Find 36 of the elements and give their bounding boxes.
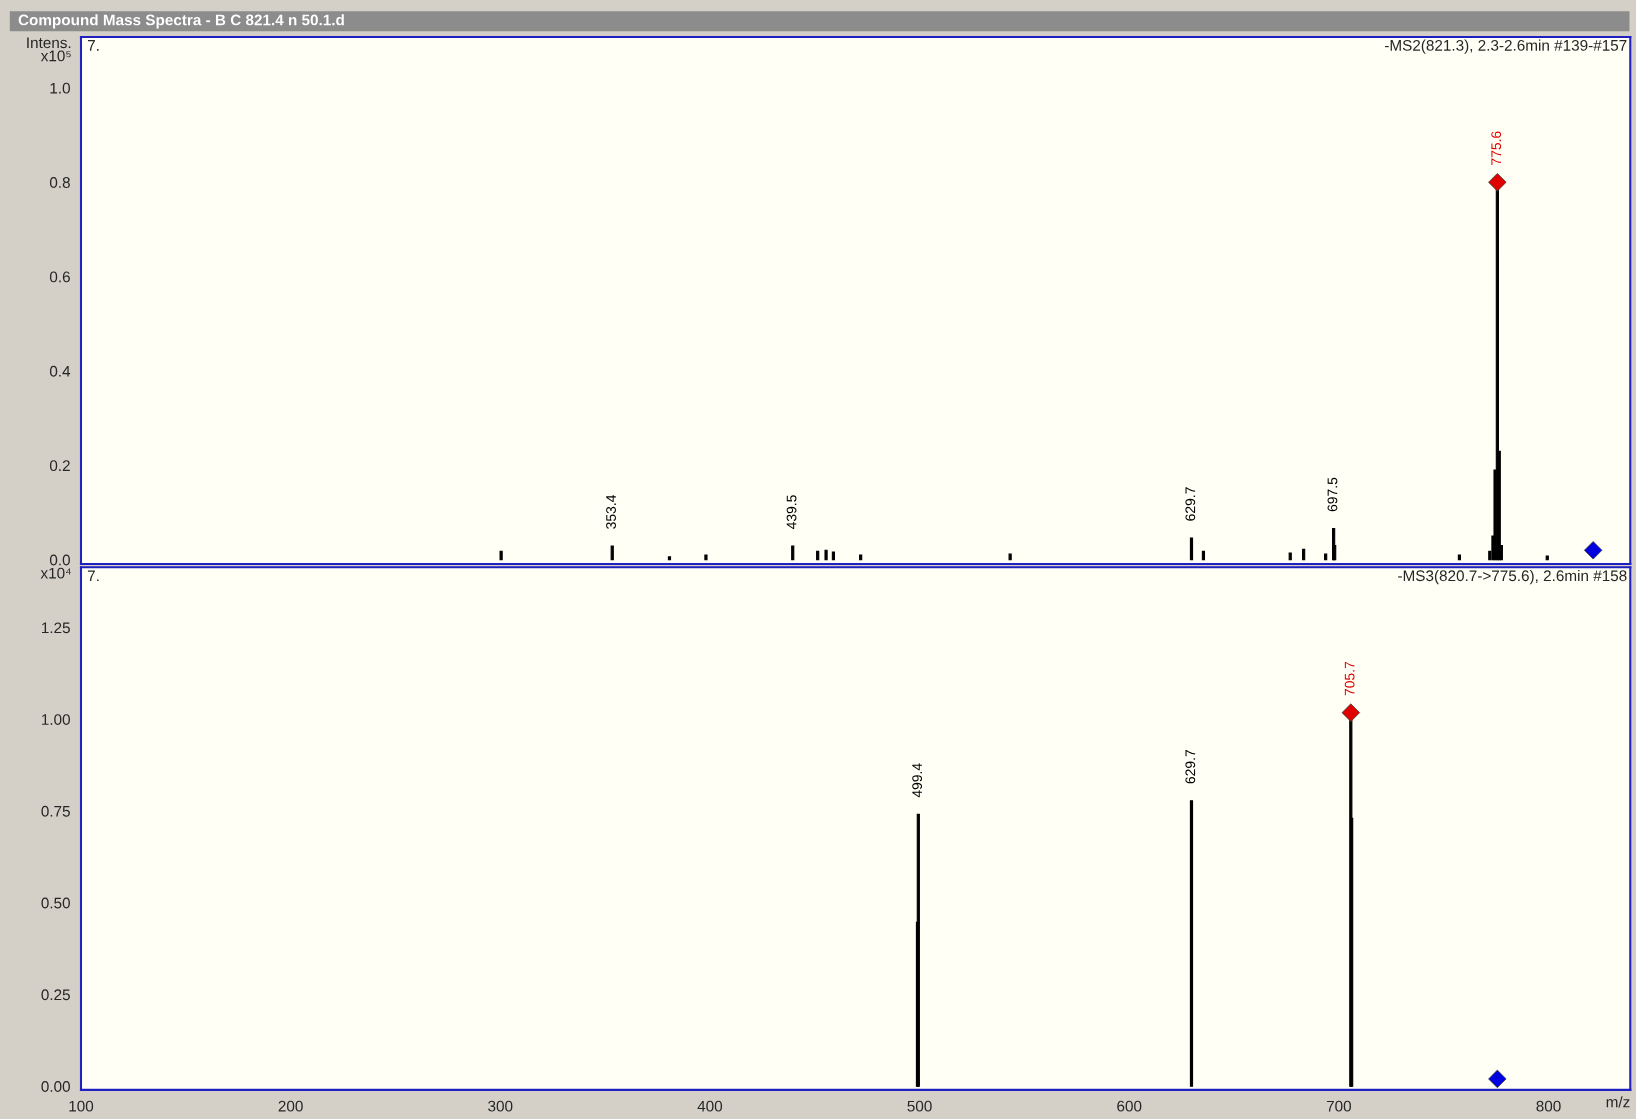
x-tick-label: 700 bbox=[1326, 1100, 1352, 1112]
annotation: 629.7 bbox=[1185, 487, 1196, 521]
x-tick-label: 100 bbox=[69, 1100, 94, 1112]
y-tick-label: 0.2 bbox=[49, 460, 70, 472]
y-tick-label: 1.25 bbox=[42, 622, 70, 634]
annotation: 353.4 bbox=[606, 495, 616, 529]
y-tick-label: 0.0 bbox=[49, 554, 70, 566]
annotation: 499.4 bbox=[912, 763, 923, 798]
y-tick-label: 0.4 bbox=[49, 365, 71, 377]
annotation: -MS2(821.3), 2.3-2.6min #139-#157 bbox=[1384, 39, 1627, 54]
y-tick-label: 0.25 bbox=[41, 989, 70, 1001]
x-tick-label: 200 bbox=[278, 1100, 303, 1112]
y-axis-title: x10⁴ bbox=[40, 567, 71, 579]
annotation: 7. bbox=[87, 570, 99, 582]
y-axis-title: Intens. x10⁵ bbox=[27, 37, 71, 62]
annotation: 705.7 bbox=[1344, 661, 1355, 696]
x-tick-label: 500 bbox=[907, 1100, 932, 1112]
annotation: 697.5 bbox=[1327, 477, 1338, 512]
y-tick-label: 1.0 bbox=[50, 82, 70, 94]
y-tick-label: 0.50 bbox=[41, 897, 70, 909]
y-tick-label: 0.75 bbox=[41, 805, 70, 817]
x-tick-label: 800 bbox=[1536, 1100, 1561, 1112]
y-tick-label: 1.00 bbox=[42, 714, 70, 725]
annotation: 775.6 bbox=[1491, 131, 1502, 165]
y-tick-label: 0.8 bbox=[49, 177, 70, 188]
x-axis-title: m/z bbox=[1606, 1096, 1630, 1108]
x-tick-label: 600 bbox=[1117, 1100, 1142, 1112]
y-tick-label: 0.00 bbox=[41, 1081, 70, 1092]
x-tick-label: 300 bbox=[488, 1100, 513, 1112]
annotation: -MS3(820.7->775.6), 2.6min #158 bbox=[1398, 569, 1627, 585]
annotation: 7. bbox=[87, 40, 99, 51]
annotation: 439.5 bbox=[786, 495, 797, 530]
y-tick-label: 0.6 bbox=[49, 271, 70, 283]
chart-title: Compound Mass Spectra - B C 821.4 n 50.1.d bbox=[18, 14, 344, 29]
x-tick-label: 400 bbox=[697, 1100, 723, 1112]
annotation: 629.7 bbox=[1185, 750, 1196, 784]
